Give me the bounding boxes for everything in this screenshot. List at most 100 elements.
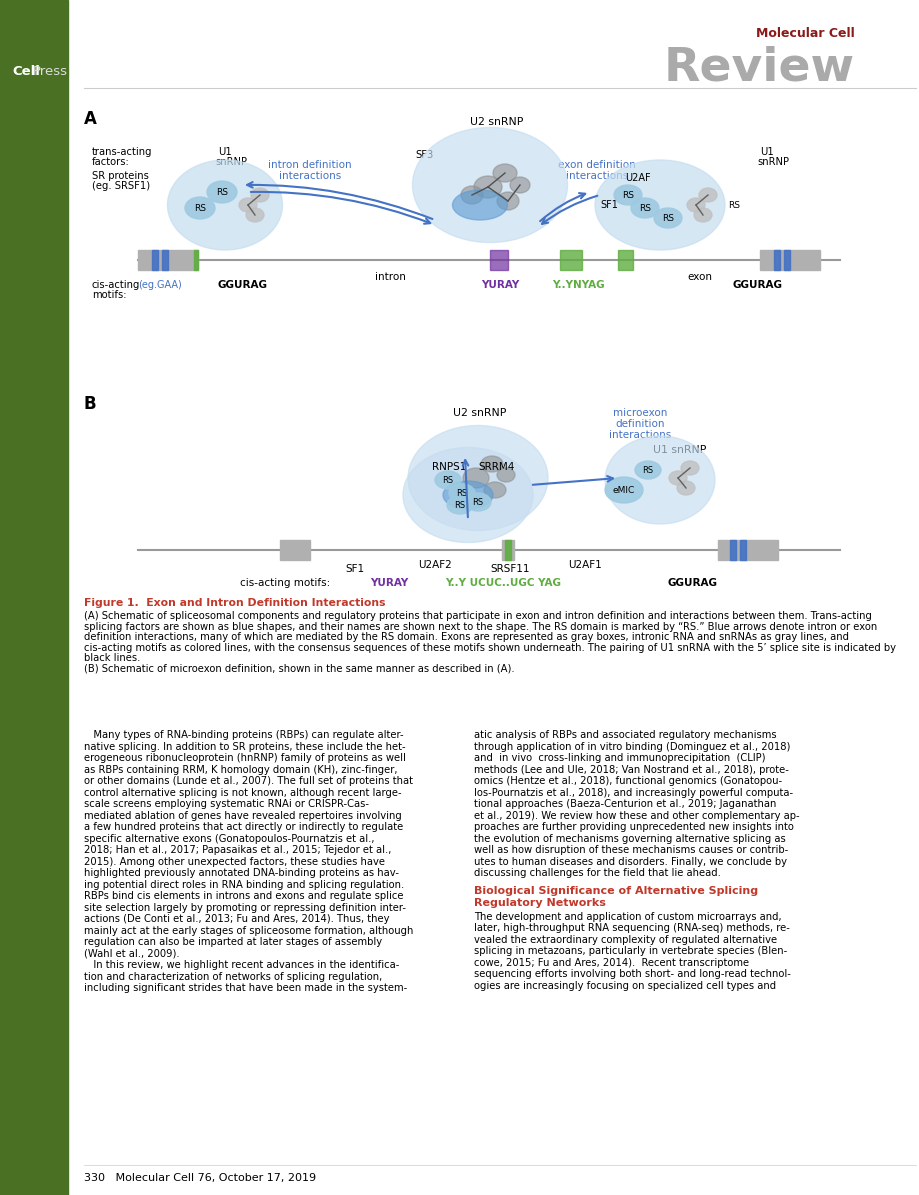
Text: 2015). Among other unexpected factors, these studies have: 2015). Among other unexpected factors, t… [84, 857, 384, 866]
Ellipse shape [239, 198, 256, 212]
Text: erogeneous ribonucleoprotein (hnRNP) family of proteins as well: erogeneous ribonucleoprotein (hnRNP) fam… [84, 753, 405, 762]
Ellipse shape [407, 425, 548, 531]
Bar [783, 250, 789, 270]
Text: (eg.GAA): (eg.GAA) [138, 280, 182, 290]
Ellipse shape [605, 477, 642, 503]
Text: U2AF1: U2AF1 [568, 560, 601, 570]
Ellipse shape [185, 197, 215, 219]
Ellipse shape [245, 208, 264, 222]
Bar [0, 0, 68, 1195]
Text: highlighted previously annotated DNA-binding proteins as hav-: highlighted previously annotated DNA-bin… [84, 868, 399, 878]
Text: The development and application of custom microarrays and,: The development and application of custo… [473, 912, 781, 921]
Text: a few hundred proteins that act directly or indirectly to regulate: a few hundred proteins that act directly… [84, 822, 403, 832]
Text: proaches are further providing unprecedented new insights into: proaches are further providing unprecede… [473, 822, 793, 832]
Text: tional approaches (Baeza-Centurion et al., 2019; Jaganathan: tional approaches (Baeza-Centurion et al… [473, 799, 776, 809]
Ellipse shape [595, 160, 724, 250]
Ellipse shape [676, 482, 694, 495]
Bar [279, 540, 310, 560]
Text: U2AF2: U2AF2 [417, 560, 451, 570]
Text: A: A [84, 110, 96, 128]
Text: SRSF11: SRSF11 [490, 564, 529, 574]
Text: SF1: SF1 [599, 200, 618, 210]
Text: later, high-throughput RNA sequencing (RNA-seq) methods, re-: later, high-throughput RNA sequencing (R… [473, 923, 789, 933]
Ellipse shape [698, 188, 716, 202]
Text: (B) Schematic of microexon definition, shown in the same manner as described in : (B) Schematic of microexon definition, s… [84, 663, 514, 674]
Ellipse shape [496, 468, 515, 482]
Text: or other domains (Lunde et al., 2007). The full set of proteins that: or other domains (Lunde et al., 2007). T… [84, 776, 413, 786]
Text: In this review, we highlight recent advances in the identifica-: In this review, we highlight recent adva… [84, 960, 399, 970]
Text: (eg. SRSF1): (eg. SRSF1) [92, 180, 150, 191]
Ellipse shape [403, 447, 532, 543]
Text: through application of in vitro binding (Dominguez et al., 2018): through application of in vitro binding … [473, 742, 789, 752]
Ellipse shape [634, 461, 660, 479]
Bar [194, 250, 198, 270]
Bar [505, 540, 510, 560]
Text: U1: U1 [218, 147, 232, 157]
Text: interactions: interactions [278, 171, 341, 180]
Text: tion and characterization of networks of splicing regulation,: tion and characterization of networks of… [84, 972, 381, 981]
Text: GGURAG: GGURAG [667, 578, 717, 588]
Text: RS: RS [639, 203, 651, 213]
Text: U2 snRNP: U2 snRNP [453, 407, 506, 418]
Text: cowe, 2015; Fu and Ares, 2014).  Recent transcriptome: cowe, 2015; Fu and Ares, 2014). Recent t… [473, 957, 748, 968]
Ellipse shape [412, 128, 567, 243]
Text: site selection largely by promoting or repressing definition inter-: site selection largely by promoting or r… [84, 902, 405, 913]
Text: Molecular Cell: Molecular Cell [755, 26, 854, 39]
Text: actions (De Conti et al., 2013; Fu and Ares, 2014). Thus, they: actions (De Conti et al., 2013; Fu and A… [84, 914, 389, 924]
Text: ogies are increasingly focusing on specialized cell types and: ogies are increasingly focusing on speci… [473, 981, 776, 991]
Text: trans-acting: trans-acting [92, 147, 153, 157]
Ellipse shape [481, 456, 503, 472]
Text: U2AF: U2AF [624, 173, 650, 183]
Ellipse shape [668, 471, 686, 485]
Text: atic analysis of RBPs and associated regulatory mechanisms: atic analysis of RBPs and associated reg… [473, 730, 776, 740]
Text: definition: definition [615, 419, 664, 429]
Text: black lines.: black lines. [84, 652, 141, 663]
Text: ing potential direct roles in RNA binding and splicing regulation.: ing potential direct roles in RNA bindin… [84, 880, 403, 889]
Text: exon: exon [686, 272, 711, 282]
Text: Press: Press [33, 65, 68, 78]
Text: sequencing efforts involving both short- and long-read technol-: sequencing efforts involving both short-… [473, 969, 790, 979]
Text: splicing in metazoans, particularly in vertebrate species (Blen-: splicing in metazoans, particularly in v… [473, 946, 787, 956]
Text: et al., 2019). We review how these and other complementary ap-: et al., 2019). We review how these and o… [473, 810, 799, 821]
Ellipse shape [496, 192, 518, 210]
Text: RBPs bind cis elements in introns and exons and regulate splice: RBPs bind cis elements in introns and ex… [84, 891, 403, 901]
Text: Cell: Cell [12, 65, 40, 78]
Ellipse shape [448, 484, 474, 502]
Text: splicing factors are shown as blue shapes, and their names are shown next to the: splicing factors are shown as blue shape… [84, 621, 877, 631]
Ellipse shape [462, 468, 489, 488]
Text: Biological Significance of Alternative Splicing: Biological Significance of Alternative S… [473, 885, 757, 895]
Text: Many types of RNA-binding proteins (RBPs) can regulate alter-: Many types of RNA-binding proteins (RBPs… [84, 730, 403, 740]
Text: los-Pournatzis et al., 2018), and increasingly powerful computa-: los-Pournatzis et al., 2018), and increa… [473, 788, 792, 797]
Text: RS: RS [442, 476, 453, 484]
Text: (Wahl et al., 2009).: (Wahl et al., 2009). [84, 949, 179, 958]
Text: exon definition: exon definition [558, 160, 635, 170]
Ellipse shape [613, 185, 641, 206]
Text: intron: intron [374, 272, 405, 282]
Ellipse shape [443, 482, 493, 509]
Text: U1 snRNP: U1 snRNP [652, 445, 706, 455]
Ellipse shape [447, 496, 472, 514]
Text: snRNP: snRNP [756, 157, 789, 167]
Text: the evolution of mechanisms governing alternative splicing as: the evolution of mechanisms governing al… [473, 833, 785, 844]
Text: GGURAG: GGURAG [218, 280, 267, 290]
Text: Review: Review [664, 45, 854, 91]
Text: cis-acting motifs:: cis-acting motifs: [240, 578, 330, 588]
Text: methods (Lee and Ule, 2018; Van Nostrand et al., 2018), prote-: methods (Lee and Ule, 2018; Van Nostrand… [473, 765, 788, 774]
Text: snRNP: snRNP [215, 157, 246, 167]
Bar [490, 250, 507, 270]
Bar [717, 540, 777, 560]
Bar [560, 250, 582, 270]
Ellipse shape [483, 482, 505, 498]
Text: 330   Molecular Cell 76, October 17, 2019: 330 Molecular Cell 76, October 17, 2019 [84, 1173, 316, 1183]
Text: GGURAG: GGURAG [732, 280, 782, 290]
Text: RS: RS [727, 201, 739, 209]
Bar [773, 250, 779, 270]
Text: RS: RS [472, 497, 483, 507]
Text: mainly act at the early stages of spliceosome formation, although: mainly act at the early stages of splice… [84, 925, 413, 936]
Text: SRRM4: SRRM4 [478, 462, 514, 472]
Ellipse shape [680, 461, 698, 474]
Text: RNPS1: RNPS1 [432, 462, 466, 472]
Text: interactions: interactions [565, 171, 628, 180]
Text: YURAY: YURAY [369, 578, 408, 588]
Text: Regulatory Networks: Regulatory Networks [473, 897, 606, 907]
